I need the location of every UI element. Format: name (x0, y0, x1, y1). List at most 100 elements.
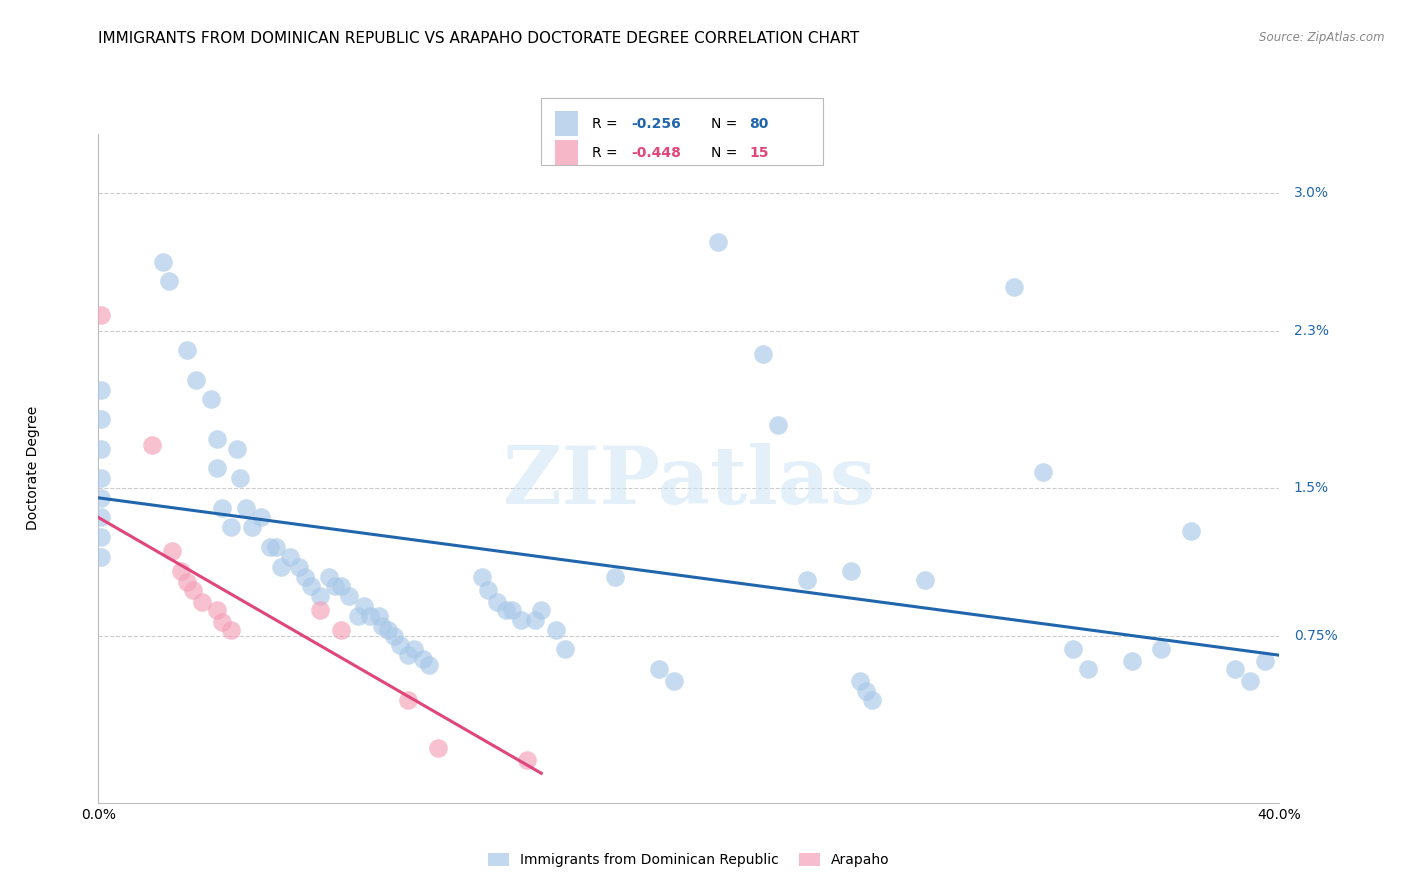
Text: R =: R = (592, 146, 621, 160)
Point (377, 623, 399, 637)
Point (353, 599, 375, 613)
Text: 0.75%: 0.75% (1294, 629, 1337, 642)
Point (477, 583, 499, 598)
Point (219, 623, 242, 637)
Point (751, 347, 773, 361)
Point (1121, 654, 1143, 668)
Point (605, 569, 627, 583)
Point (1062, 642, 1084, 657)
Point (1180, 524, 1202, 539)
Text: ZIPatlas: ZIPatlas (503, 442, 875, 521)
Point (278, 549, 302, 564)
Point (90, 383, 112, 397)
Point (509, 613, 531, 627)
Text: N =: N = (711, 146, 742, 160)
Point (359, 608, 381, 623)
Text: Doctorate Degree: Doctorate Degree (27, 406, 41, 531)
Point (404, 642, 426, 657)
Point (839, 564, 862, 578)
Point (191, 595, 214, 609)
Point (299, 579, 322, 593)
Point (554, 642, 576, 657)
Point (1239, 673, 1261, 688)
Point (664, 673, 686, 688)
Text: 80: 80 (749, 117, 769, 130)
Point (90, 510, 112, 524)
Point (318, 569, 340, 583)
Point (90, 530, 112, 544)
Text: R =: R = (592, 117, 621, 130)
Text: IMMIGRANTS FROM DOMINICAN REPUBLIC VS ARAPAHO DOCTORATE DEGREE CORRELATION CHART: IMMIGRANTS FROM DOMINICAN REPUBLIC VS AR… (98, 31, 859, 46)
Text: 3.0%: 3.0% (1294, 186, 1329, 200)
Point (205, 603, 228, 617)
Point (235, 500, 257, 515)
Point (170, 564, 193, 578)
Point (1077, 662, 1099, 676)
Point (219, 520, 242, 534)
Point (396, 693, 419, 707)
Point (914, 574, 936, 588)
Text: -0.448: -0.448 (631, 146, 681, 160)
Point (1002, 280, 1025, 294)
Point (90, 491, 112, 505)
Point (337, 589, 360, 603)
Point (250, 510, 273, 524)
Point (524, 613, 547, 627)
Point (766, 417, 789, 432)
Point (427, 740, 450, 755)
Point (1254, 654, 1277, 668)
Point (849, 673, 872, 688)
Point (1150, 642, 1173, 657)
Point (205, 432, 228, 446)
Point (152, 254, 174, 268)
Point (90, 412, 112, 426)
Point (211, 615, 233, 629)
Point (329, 623, 352, 637)
Point (486, 595, 509, 609)
Point (796, 574, 818, 588)
Point (162, 544, 183, 558)
Legend: Immigrants from Dominican Republic, Arapaho: Immigrants from Dominican Republic, Arap… (482, 847, 896, 872)
Text: N =: N = (711, 117, 742, 130)
Point (515, 752, 537, 766)
Point (205, 461, 228, 475)
Point (176, 575, 198, 590)
Point (371, 618, 394, 632)
Point (294, 569, 316, 583)
Point (501, 603, 523, 617)
Point (90, 549, 112, 564)
Point (211, 500, 233, 515)
Point (471, 569, 494, 583)
Point (855, 683, 877, 698)
Point (229, 471, 252, 485)
Point (412, 652, 434, 666)
Point (648, 662, 671, 676)
Point (388, 639, 411, 653)
Point (323, 579, 346, 593)
Point (226, 442, 249, 456)
Point (418, 658, 440, 673)
Point (181, 583, 204, 598)
Point (495, 603, 517, 617)
Point (90, 442, 112, 456)
Point (860, 693, 883, 707)
Point (240, 520, 263, 534)
Point (259, 540, 281, 554)
Point (288, 559, 311, 574)
Point (382, 629, 405, 643)
Point (200, 392, 222, 407)
Point (329, 579, 352, 593)
Point (347, 608, 370, 623)
Text: 1.5%: 1.5% (1294, 481, 1329, 495)
Text: -0.256: -0.256 (631, 117, 681, 130)
Point (1032, 465, 1054, 479)
Point (270, 559, 292, 574)
Point (544, 623, 567, 637)
Point (309, 589, 332, 603)
Point (184, 373, 207, 387)
Text: Source: ZipAtlas.com: Source: ZipAtlas.com (1260, 31, 1385, 45)
Point (90, 308, 112, 322)
Point (264, 540, 287, 554)
Point (530, 603, 553, 617)
Point (157, 274, 180, 288)
